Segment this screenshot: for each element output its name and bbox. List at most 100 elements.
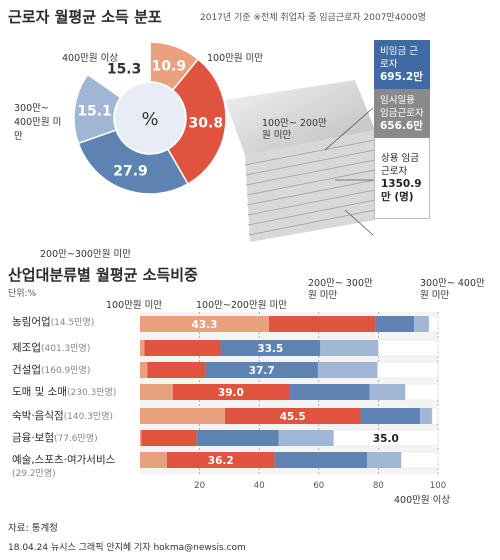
bar-row2-seg3 bbox=[317, 362, 378, 378]
bar-value-row5: 35.0 bbox=[373, 433, 399, 445]
bar-row1-seg4 bbox=[378, 339, 439, 357]
bar-header-100-200: 100만~200만원 미만 bbox=[196, 300, 287, 311]
bar-chart-title: 산업대분류별 월평균 소득비중 bbox=[8, 266, 198, 284]
pie-label-100-200: 100만~ 200만원 미만 bbox=[262, 118, 327, 141]
bar-row1-seg1 bbox=[144, 340, 221, 356]
row-count: (29.2만명) bbox=[12, 469, 56, 479]
bar-row6-seg3 bbox=[367, 452, 402, 468]
slice-300-400-value: 15.1 bbox=[77, 103, 112, 119]
row-label-arts-count: (29.2만명) bbox=[12, 466, 56, 479]
bar-row2-seg1 bbox=[147, 362, 206, 378]
bar-row2-seg2 bbox=[205, 362, 318, 378]
slice-under-100-value: 10.9 bbox=[152, 58, 187, 74]
pie-label-under-100: 100만원 미만 bbox=[207, 53, 264, 64]
row-count: (160.9만명) bbox=[40, 366, 91, 376]
bar-row4-seg4 bbox=[431, 407, 439, 425]
slice-over-400-value: 15.3 bbox=[107, 61, 142, 77]
bar-row5-seg2 bbox=[196, 430, 279, 446]
legend-irregular-label: 비임금 근로자 bbox=[380, 46, 418, 70]
bar-row3-seg4 bbox=[404, 383, 439, 401]
row-name: 숙박·음식점 bbox=[12, 410, 64, 422]
row-label-construction: 건설업(160.9만명) bbox=[12, 362, 90, 377]
slice-200-300 bbox=[77, 129, 189, 195]
bar-value-row3: 39.0 bbox=[218, 387, 244, 399]
row-name: 농림어업 bbox=[12, 316, 51, 328]
credit-note: 18.04.24 뉴시스 그래픽 안지혜 기자 hokma@newsis.com bbox=[8, 543, 246, 553]
legend-temporary: 임시일용 임금근로자 656.6만 bbox=[374, 89, 430, 138]
bar-row3-seg0 bbox=[140, 384, 173, 400]
pie-chart-title: 근로자 월평균 소득 분포 bbox=[8, 8, 162, 26]
slice-100-200-value: 30.8 bbox=[189, 116, 224, 132]
bar-chart-unit: 단위:% bbox=[8, 289, 37, 299]
legend-temporary-value: 656.6만 bbox=[380, 120, 423, 132]
row-label-manufacturing: 제조업(401.3만명) bbox=[12, 340, 90, 355]
row-count: (77.6만명) bbox=[53, 434, 98, 444]
bar-row0-seg1 bbox=[269, 316, 376, 332]
bar-row1-seg0 bbox=[140, 340, 145, 356]
legend-temporary-label: 임시일용 임금근로자 bbox=[380, 95, 424, 119]
bar-row4-seg1 bbox=[224, 408, 361, 424]
bar-row1-seg3 bbox=[320, 340, 379, 356]
bar-row0-seg4 bbox=[428, 315, 439, 333]
bar-header-under-100: 100만원 미만 bbox=[106, 300, 163, 311]
legend-regular-value: 1350.9만 (명) bbox=[381, 178, 422, 203]
row-name: 도매 및 소매 bbox=[12, 386, 67, 398]
bar-row6-seg4 bbox=[401, 451, 439, 469]
slice-100-200 bbox=[166, 58, 227, 185]
bar-row0-seg3 bbox=[414, 316, 430, 332]
bar-value-row2: 37.7 bbox=[249, 365, 275, 377]
row-count: (401.3만명) bbox=[40, 344, 91, 354]
legend-irregular-value: 695.2만 bbox=[380, 71, 423, 83]
bar-row4-seg0 bbox=[140, 408, 225, 424]
paper-stack-illustration bbox=[225, 80, 375, 242]
bar-row5-seg4 bbox=[333, 429, 439, 447]
tick-label-100: 100 bbox=[430, 481, 446, 491]
pie-label-300-400: 300만~ 400만원 미만 bbox=[14, 103, 62, 142]
row-label-finance: 금융·보험(77.6만명) bbox=[12, 430, 98, 445]
bar-value-row4: 45.5 bbox=[280, 411, 306, 423]
row-count: (14.5만명) bbox=[50, 318, 95, 328]
stacked-bar-chart: 20 40 60 80 100 43.3 33.5 37.7 39.0 45.5 35.0 36.2 bbox=[140, 312, 446, 491]
income-donut-chart: 10.9 30.8 27.9 15.1 15.3% bbox=[73, 41, 227, 195]
slice-over-400 bbox=[86, 41, 151, 99]
bar-row3-seg1 bbox=[172, 384, 289, 400]
bar-row2-seg0 bbox=[140, 362, 148, 378]
bar-row2-seg4 bbox=[377, 361, 439, 379]
tick-label-20: 20 bbox=[194, 481, 205, 491]
bar-row5-seg0 bbox=[140, 430, 142, 446]
tick-label-80: 80 bbox=[373, 481, 384, 491]
row-label-hospitality: 숙박·음식점(140.3만명) bbox=[12, 408, 113, 423]
pie-label-200-300: 200만~300만원 미만 bbox=[40, 249, 131, 260]
bar-row5-seg3 bbox=[278, 430, 334, 446]
employment-legend: 비임금 근로자 695.2만 임시일용 임금근로자 656.6만 상용 임금근로… bbox=[374, 40, 430, 219]
bar-row6-seg1 bbox=[166, 452, 275, 468]
pie-label-over-400: 400만원 이상 bbox=[62, 53, 119, 64]
row-label-agriculture: 농림어업(14.5만명) bbox=[12, 314, 94, 329]
pie-chart-subtitle: 2017년 기준 ※전체 취업자 중 임금근로자 2007만4000명 bbox=[200, 13, 426, 23]
legend-regular-label: 상용 임금근로자 bbox=[381, 153, 419, 177]
bar-header-over-400: 400만원 이상 bbox=[394, 495, 451, 506]
row-name: 예술,스포츠·여가서비스 bbox=[12, 454, 116, 466]
row-count: (230.3만명) bbox=[66, 388, 117, 398]
source-note: 자료: 통계청 bbox=[8, 523, 58, 534]
row-name: 금융·보험 bbox=[12, 432, 54, 444]
bar-value-row1: 33.5 bbox=[257, 343, 283, 355]
bar-row4-seg3 bbox=[420, 408, 433, 424]
slice-200-300-value: 27.9 bbox=[113, 164, 148, 180]
bar-row0-seg2 bbox=[375, 316, 415, 332]
donut-center-symbol: % bbox=[141, 109, 158, 130]
bar-row3-seg3 bbox=[369, 384, 406, 400]
bar-value-row6: 36.2 bbox=[208, 455, 234, 467]
bar-row3-seg2 bbox=[289, 384, 370, 400]
legend-regular: 상용 임금근로자 1350.9만 (명) bbox=[374, 138, 430, 219]
row-name: 제조업 bbox=[12, 342, 41, 354]
tick-label-40: 40 bbox=[254, 481, 265, 491]
bar-header-200-300: 200만~ 300만원 미만 bbox=[308, 278, 373, 301]
bar-row4-seg2 bbox=[360, 408, 421, 424]
bar-row6-seg2 bbox=[274, 452, 368, 468]
bar-header-300-400: 300만~ 400만원 미만 bbox=[420, 278, 485, 301]
row-label-arts: 예술,스포츠·여가서비스 bbox=[12, 452, 115, 467]
bar-value-row0: 43.3 bbox=[192, 319, 218, 331]
bar-row0-seg0 bbox=[140, 316, 270, 332]
bar-row1-seg2 bbox=[220, 340, 321, 356]
